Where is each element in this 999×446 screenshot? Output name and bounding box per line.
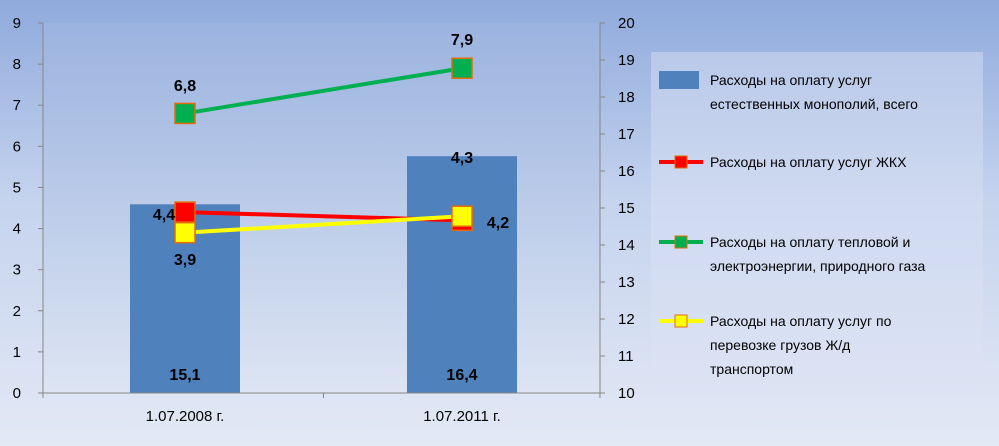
legend-swatch: [659, 71, 699, 89]
y-right-tick-label: 14: [618, 237, 635, 254]
legend: Расходы на оплату услуг естественных моно…: [659, 71, 925, 377]
y-left-tick-label: 4: [13, 221, 21, 238]
bar: [407, 156, 517, 393]
y-left-tick-label: 7: [13, 97, 21, 114]
data-label: 16,4: [446, 367, 477, 384]
legend-item: Расходы на оплату услуг по перевозке груз…: [659, 313, 892, 377]
y-left-tick-label: 1: [13, 344, 21, 361]
y-right-tick-label: 20: [618, 15, 635, 32]
legend-item: Расходы на оплату услуг естественных моно…: [659, 71, 918, 112]
legend-label-line: естественных монополий, всего: [710, 96, 918, 112]
y-right-tick-label: 19: [618, 52, 635, 69]
legend-label: Расходы на оплату услуг естественных моно…: [710, 72, 918, 112]
x-tick-label: 1.07.2011 г.: [423, 408, 501, 425]
legend-label: Расходы на оплату услуг ЖКХ: [710, 154, 907, 170]
data-label: 3,9: [174, 252, 196, 269]
legend-label-line: Расходы на оплату тепловой и: [710, 234, 910, 250]
data-label: 4,4: [153, 207, 175, 224]
data-label: 6,8: [174, 78, 196, 95]
series-marker: [174, 221, 196, 244]
legend-label-line: Расходы на оплату услуг по: [710, 313, 892, 329]
series-marker: [174, 201, 196, 223]
y-right-tick-label: 18: [618, 89, 635, 106]
legend-label-line: электроэнергии, природного газа: [710, 258, 925, 274]
data-label: 7,9: [451, 32, 473, 49]
legend-item: Расходы на оплату услуг ЖКХ: [659, 154, 907, 170]
y-right-tick-label: 17: [618, 126, 635, 143]
legend-swatch-marker: [674, 314, 688, 328]
y-left-tick-label: 2: [13, 303, 21, 320]
data-label: 4,3: [451, 150, 473, 167]
legend-label-line: перевозке грузов Ж/д: [710, 337, 850, 353]
legend-box: [651, 52, 983, 390]
y-left-tick-label: 8: [13, 56, 21, 73]
lines-layer: [174, 57, 473, 244]
y-left-tick-label: 5: [13, 179, 21, 196]
legend-item: Расходы на оплату тепловой и электроэнерг…: [659, 234, 925, 274]
legend-label: Расходы на оплату тепловой и электроэнерг…: [710, 234, 925, 274]
series-line: [184, 214, 463, 235]
legend-swatch-marker: [674, 235, 688, 249]
y-right-tick-label: 12: [618, 311, 635, 328]
data-label: 4,2: [487, 215, 509, 232]
data-labels-layer: 15,1 16,4 4,4 4,2 6,8 7,9 3,9 4,3: [153, 32, 509, 384]
x-tick-label: 1.07.2008 г.: [146, 408, 225, 425]
legend-label-line: транспортом: [710, 361, 793, 377]
data-label: 15,1: [169, 367, 200, 384]
legend-label: Расходы на оплату услуг по перевозке груз…: [710, 313, 892, 377]
y-left-tick-label: 0: [13, 385, 21, 402]
y-left-tick-label: 9: [13, 15, 21, 32]
series-marker: [174, 102, 196, 125]
legend-label-line: Расходы на оплату услуг ЖКХ: [710, 154, 907, 170]
series-marker: [451, 205, 473, 227]
y-right-tick-label: 13: [618, 274, 635, 291]
y-left-tick-label: 3: [13, 262, 21, 279]
legend-swatch-marker: [674, 155, 688, 169]
y-left-tick-label: 6: [13, 138, 21, 155]
y-right-tick-label: 15: [618, 200, 635, 217]
y-right-tick-label: 10: [618, 385, 635, 402]
y-right-tick-label: 16: [618, 163, 635, 180]
y-right-tick-label: 11: [618, 348, 634, 365]
axes-layer: 012345678910111213141516171819201.07.200…: [13, 15, 635, 425]
series-marker: [451, 57, 473, 79]
series-line: [184, 66, 463, 116]
legend-label-line: Расходы на оплату услуг: [710, 72, 872, 88]
